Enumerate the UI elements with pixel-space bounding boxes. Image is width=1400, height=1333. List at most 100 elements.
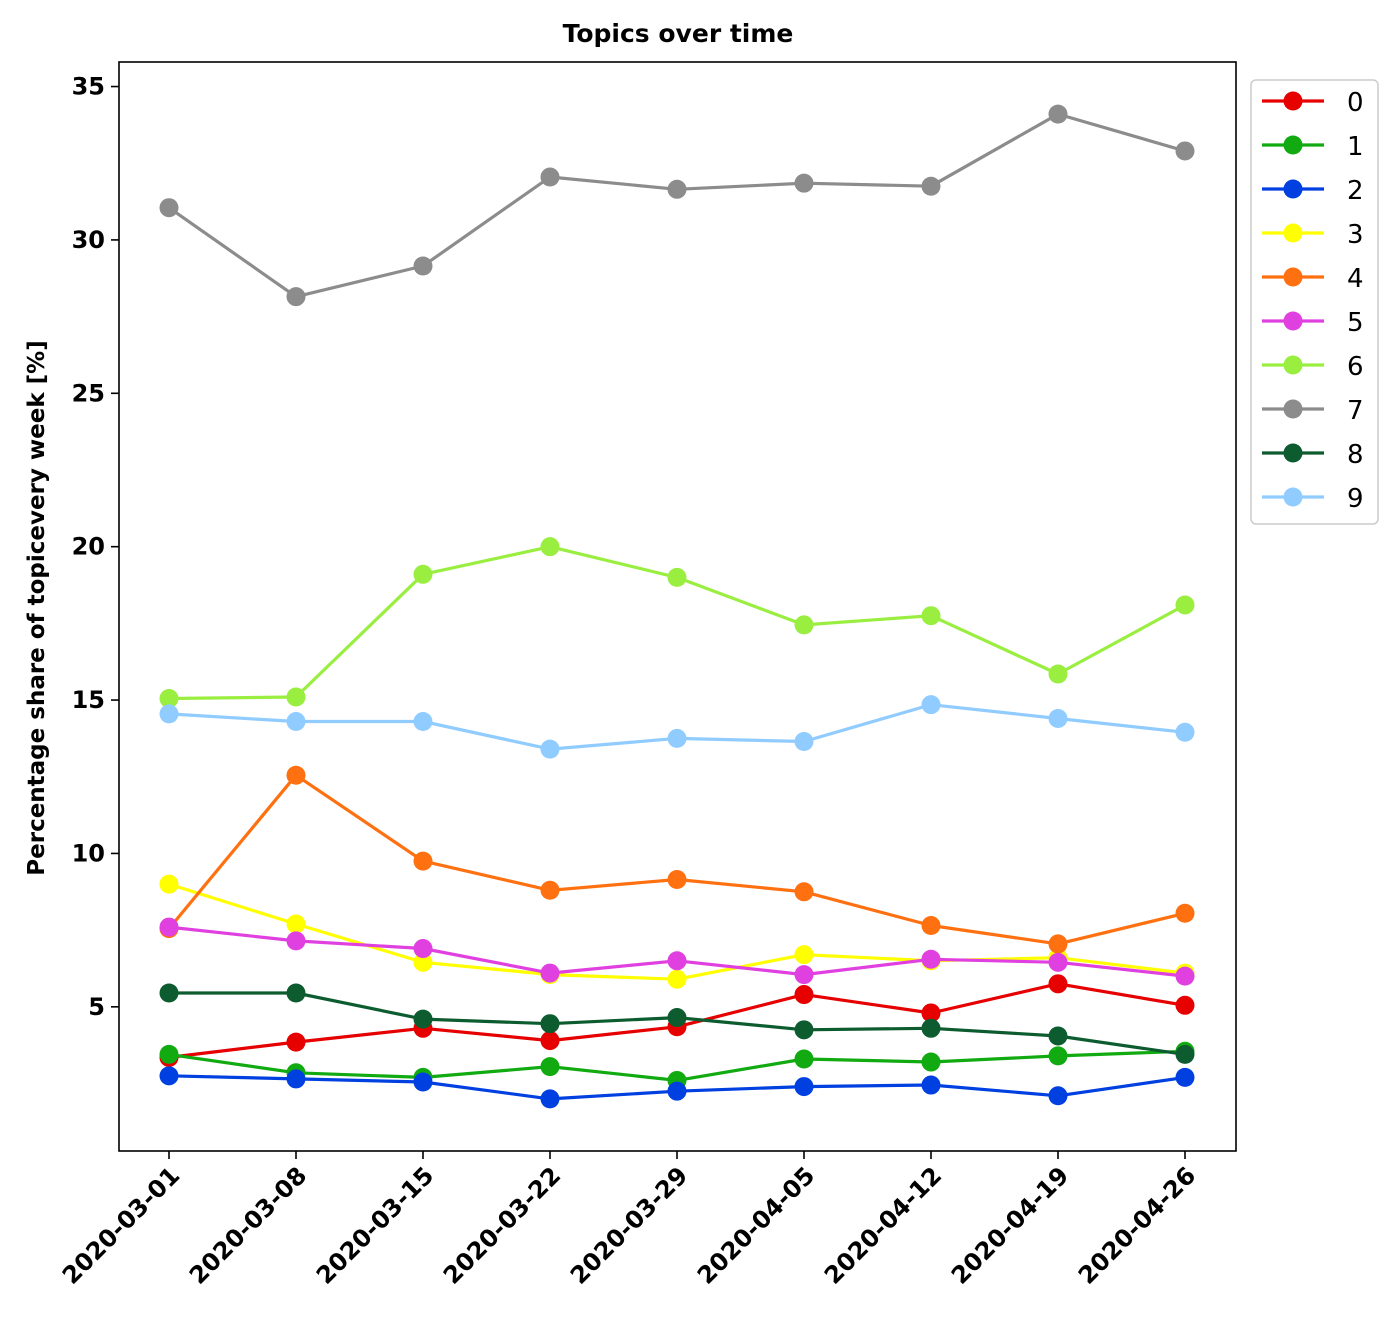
legend-item-2[interactable]: 2 <box>1262 176 1364 206</box>
data-point-6[interactable] <box>1175 595 1195 615</box>
data-point-8[interactable] <box>413 1009 433 1029</box>
data-point-6[interactable] <box>413 564 433 584</box>
data-point-4[interactable] <box>413 851 433 871</box>
data-point-4[interactable] <box>286 765 306 785</box>
data-point-9[interactable] <box>794 731 814 751</box>
data-point-3[interactable] <box>413 952 433 972</box>
data-point-7[interactable] <box>794 173 814 193</box>
data-point-1[interactable] <box>540 1057 560 1077</box>
legend-item-9[interactable]: 9 <box>1262 484 1364 514</box>
data-point-7[interactable] <box>413 256 433 276</box>
x-tick-label: 2020-04-26 <box>1073 1161 1201 1289</box>
legend-item-0[interactable]: 0 <box>1262 88 1364 118</box>
data-point-5[interactable] <box>1048 952 1068 972</box>
legend-marker <box>1283 267 1303 287</box>
data-point-3[interactable] <box>667 969 687 989</box>
data-point-2[interactable] <box>159 1066 179 1086</box>
data-point-6[interactable] <box>921 606 941 626</box>
data-point-0[interactable] <box>1048 974 1068 994</box>
data-point-5[interactable] <box>540 963 560 983</box>
data-point-4[interactable] <box>794 882 814 902</box>
data-point-1[interactable] <box>794 1049 814 1069</box>
data-point-0[interactable] <box>540 1031 560 1051</box>
data-point-9[interactable] <box>540 739 560 759</box>
data-point-1[interactable] <box>159 1044 179 1064</box>
data-point-5[interactable] <box>286 931 306 951</box>
data-point-0[interactable] <box>286 1032 306 1052</box>
data-point-0[interactable] <box>921 1003 941 1023</box>
data-point-2[interactable] <box>1175 1067 1195 1087</box>
data-point-1[interactable] <box>921 1052 941 1072</box>
data-point-7[interactable] <box>286 287 306 307</box>
legend-box <box>1250 79 1379 525</box>
data-point-5[interactable] <box>921 949 941 969</box>
data-point-2[interactable] <box>1048 1086 1068 1106</box>
y-axis-label: Percentage share of topicevery week [%] <box>24 340 50 875</box>
data-point-3[interactable] <box>159 874 179 894</box>
data-point-6[interactable] <box>1048 664 1068 684</box>
data-point-2[interactable] <box>286 1069 306 1089</box>
legend[interactable]: 0 1 2 3 4 5 6 7 8 9 <box>1250 79 1379 525</box>
data-point-9[interactable] <box>667 728 687 748</box>
data-point-7[interactable] <box>1175 141 1195 161</box>
data-point-5[interactable] <box>794 965 814 985</box>
data-point-3[interactable] <box>794 945 814 965</box>
data-point-6[interactable] <box>540 537 560 557</box>
data-point-8[interactable] <box>1175 1044 1195 1064</box>
data-point-7[interactable] <box>1048 104 1068 124</box>
data-point-7[interactable] <box>540 167 560 187</box>
data-point-7[interactable] <box>667 179 687 199</box>
data-point-6[interactable] <box>667 567 687 587</box>
data-point-6[interactable] <box>159 689 179 709</box>
data-point-2[interactable] <box>413 1072 433 1092</box>
data-point-4[interactable] <box>921 916 941 936</box>
data-point-3[interactable] <box>286 914 306 934</box>
legend-label: 3 <box>1347 220 1364 250</box>
data-point-9[interactable] <box>921 695 941 715</box>
data-point-8[interactable] <box>540 1014 560 1034</box>
data-point-8[interactable] <box>286 983 306 1003</box>
data-point-0[interactable] <box>1175 995 1195 1015</box>
data-point-4[interactable] <box>540 880 560 900</box>
data-point-2[interactable] <box>540 1089 560 1109</box>
legend-item-3[interactable]: 3 <box>1262 220 1364 250</box>
data-point-2[interactable] <box>921 1075 941 1095</box>
data-point-4[interactable] <box>1175 903 1195 923</box>
data-point-9[interactable] <box>159 704 179 724</box>
data-point-4[interactable] <box>1048 934 1068 954</box>
data-point-9[interactable] <box>1048 708 1068 728</box>
data-point-6[interactable] <box>286 687 306 707</box>
legend-marker <box>1283 443 1303 463</box>
data-point-8[interactable] <box>667 1008 687 1028</box>
x-tick-label: 2020-03-22 <box>438 1161 566 1289</box>
data-point-5[interactable] <box>159 917 179 937</box>
legend-item-1[interactable]: 1 <box>1262 132 1364 162</box>
data-point-7[interactable] <box>921 176 941 196</box>
data-point-0[interactable] <box>794 985 814 1005</box>
data-point-5[interactable] <box>1175 966 1195 986</box>
legend-item-8[interactable]: 8 <box>1262 440 1364 470</box>
data-point-9[interactable] <box>413 712 433 732</box>
data-point-8[interactable] <box>921 1018 941 1038</box>
data-point-7[interactable] <box>159 198 179 218</box>
data-point-8[interactable] <box>159 983 179 1003</box>
data-point-9[interactable] <box>1175 722 1195 742</box>
data-point-5[interactable] <box>413 939 433 959</box>
legend-item-7[interactable]: 7 <box>1262 396 1364 426</box>
chart-title: Topics over time <box>563 19 794 48</box>
data-point-2[interactable] <box>667 1081 687 1101</box>
data-point-8[interactable] <box>1048 1026 1068 1046</box>
data-point-1[interactable] <box>1048 1046 1068 1066</box>
data-point-5[interactable] <box>667 951 687 971</box>
legend-item-6[interactable]: 6 <box>1262 352 1364 382</box>
legend-label: 6 <box>1347 352 1364 382</box>
data-point-8[interactable] <box>794 1020 814 1040</box>
data-point-2[interactable] <box>794 1077 814 1097</box>
legend-item-5[interactable]: 5 <box>1262 308 1364 338</box>
data-point-6[interactable] <box>794 615 814 635</box>
data-point-4[interactable] <box>667 870 687 890</box>
data-point-9[interactable] <box>286 712 306 732</box>
axes-layer: 51015202530352020-03-012020-03-082020-03… <box>57 73 1201 1290</box>
legend-item-4[interactable]: 4 <box>1262 264 1364 294</box>
legend-marker <box>1283 311 1303 331</box>
